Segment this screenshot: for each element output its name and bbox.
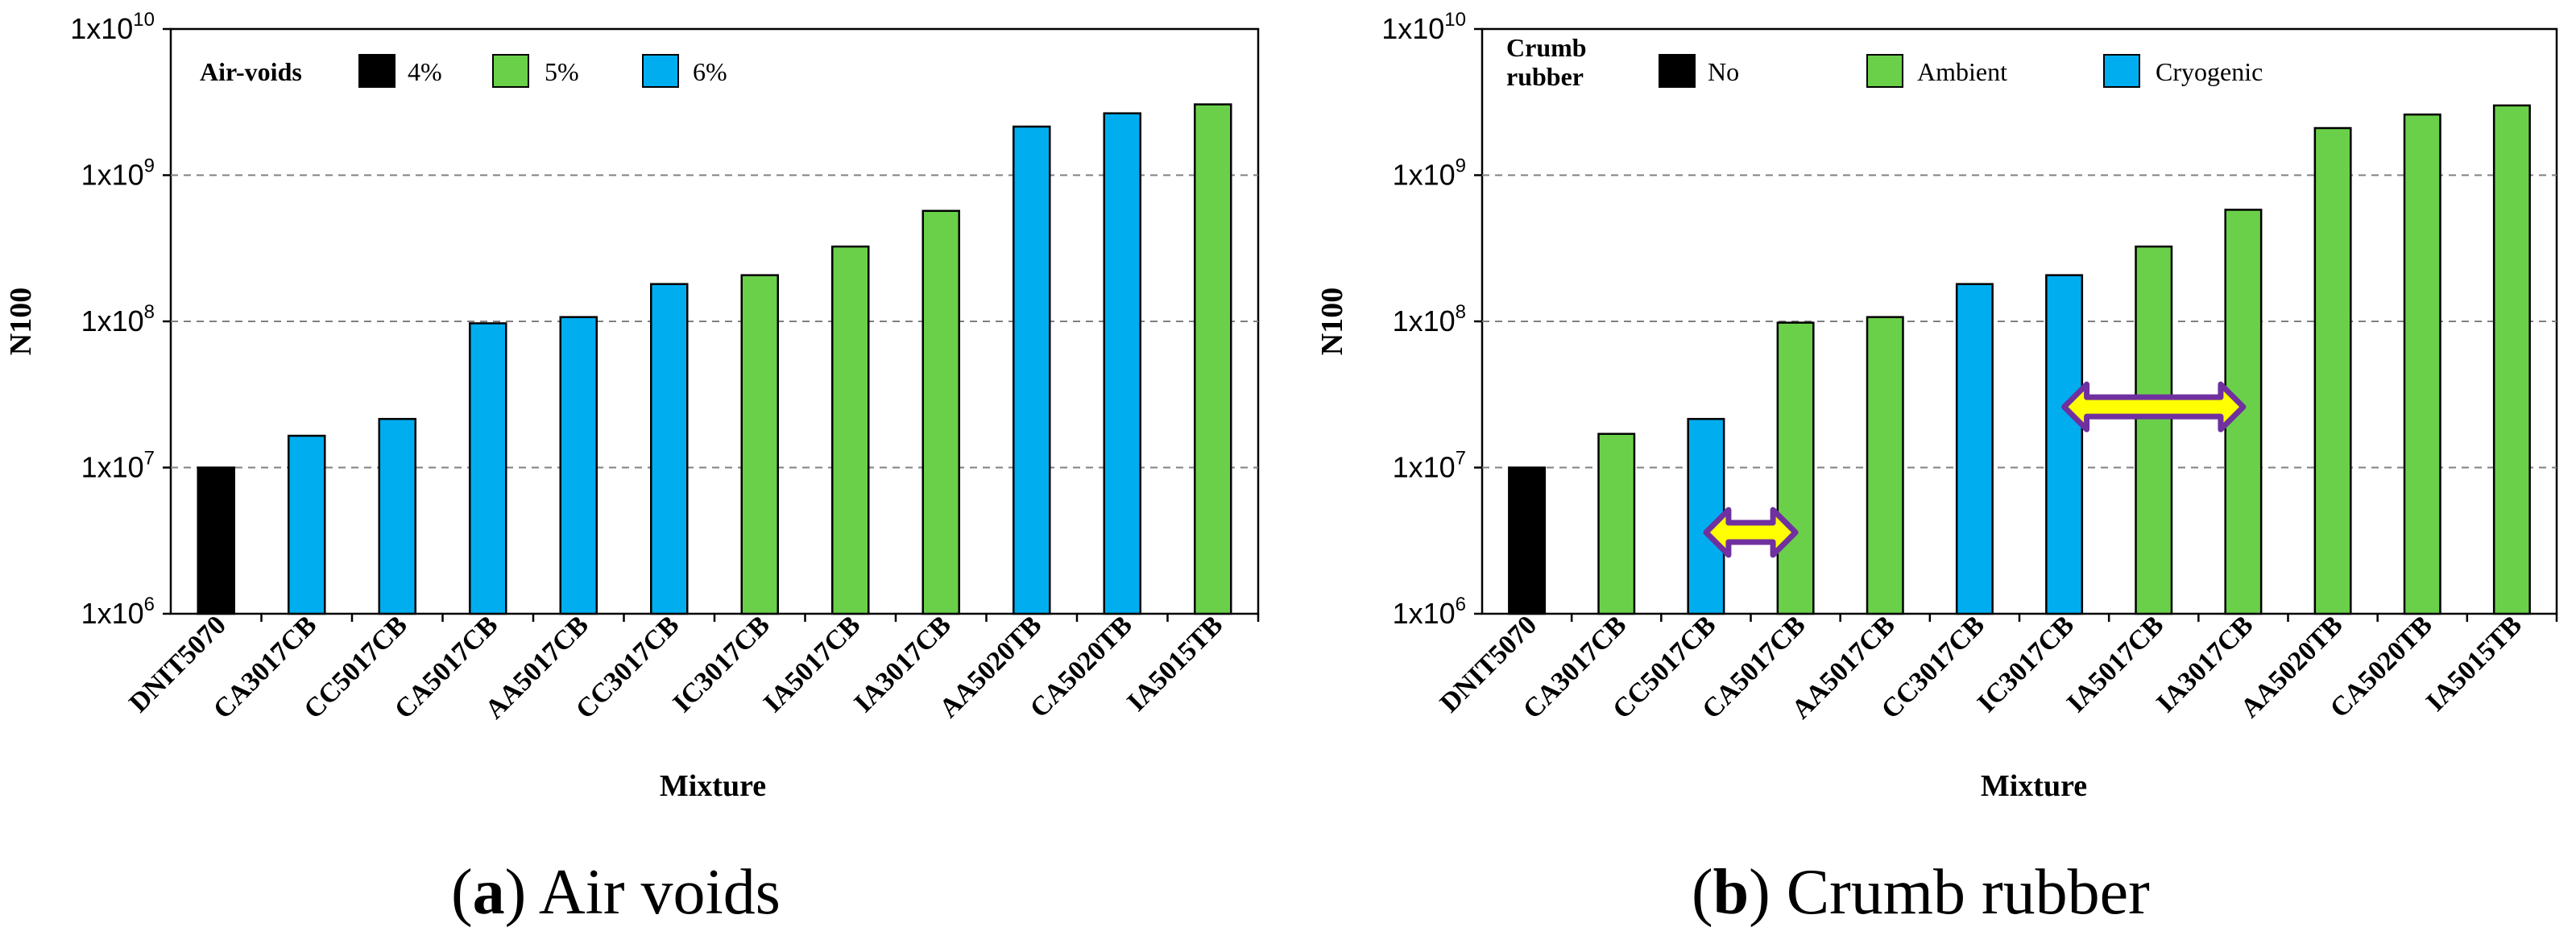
y-tick-label: 1x108 [81,301,155,337]
legend-swatch [642,54,679,88]
legend-label: Ambient [1917,57,2007,86]
x-category-label: IA5015TB [1121,610,1228,717]
bar-dnit5070 [197,466,235,615]
bar-cc3017cb [1955,283,1994,615]
x-category-label: IA5015TB [2421,610,2528,717]
legend: Crumb rubber No Ambient Cryogenic [1506,33,2263,91]
x-axis-title: Mixture [1981,769,2087,803]
legend-label: Cryogenic [2156,57,2263,86]
legend-swatch [2103,54,2140,88]
y-axis-title: N100 [1315,288,1349,355]
x-category-label: IC3017CB [1972,610,2080,718]
y-tick-label: 1x106 [1393,594,1466,630]
panel-a-air-voids: 1x1061x1071x1081x1091x1010DNIT5070CA3017… [4,9,1260,928]
bar-aa5017cb [1866,316,1904,615]
bar-ca5017cb [469,322,507,615]
bar-ca5020tb [2403,113,2441,615]
panel-caption: (b) Crumb rubber [1692,857,2150,928]
bar-cc5017cb [378,417,416,615]
legend-label: 4% [408,57,442,86]
bar-aa5020tb [2313,126,2352,615]
double-arrow-annotation [1703,507,1799,558]
bar-ia3017cb [921,209,960,615]
legend-title: Crumb rubber [1506,33,1587,91]
legend-swatch [1866,54,1903,88]
y-tick-label: 1x107 [1393,448,1466,484]
y-tick-label: 1x109 [81,155,155,192]
y-tick-label: 1x107 [81,448,155,484]
bar-aa5020tb [1013,125,1051,615]
panel-b-crumb-rubber: 1x1061x1071x1081x1091x1010DNIT5070CA3017… [1315,9,2558,928]
panel-caption: (a) Air voids [451,857,781,928]
y-tick-label: 1x106 [81,594,155,630]
bar-cc5017cb [1687,417,1725,615]
bar-ia5015tb [1194,103,1232,615]
y-axis-title: N100 [4,288,38,355]
bar-ic3017cb [740,274,779,615]
bar-ca5017cb [1776,321,1815,615]
bar-ca5020tb [1103,112,1141,615]
bar-ia5017cb [831,245,870,615]
legend-label: No [1708,57,1739,86]
legend-label: 5% [545,57,579,86]
legend-label: 6% [693,57,727,86]
bar-cc3017cb [650,283,689,615]
y-tick-label: 1x108 [1393,301,1466,337]
x-category-label: IA5017CB [758,610,866,718]
legend: Air-voids 4% 5% 6% [200,54,727,88]
double-arrow-annotation [2061,381,2247,433]
y-tick-label: 1x109 [1393,155,1466,192]
y-tick-label: 1x1010 [70,9,155,45]
legend-swatch [492,54,529,88]
bar-ca3017cb [1597,433,1636,615]
legend-swatch [1659,54,1696,88]
bar-ca3017cb [288,434,326,615]
y-tick-label: 1x1010 [1381,9,1466,45]
legend-title: Air-voids [200,57,302,86]
bar-ia5015tb [2492,104,2531,615]
x-category-label: IA5017CB [2061,610,2169,718]
bar-aa5017cb [559,316,598,615]
bar-ia5017cb [2135,245,2173,615]
legend-swatch [358,54,396,88]
bar-dnit5070 [1508,466,1547,615]
x-axis-title: Mixture [660,769,766,803]
x-category-label: IC3017CB [668,610,776,718]
bar-ic3017cb [2045,274,2084,615]
